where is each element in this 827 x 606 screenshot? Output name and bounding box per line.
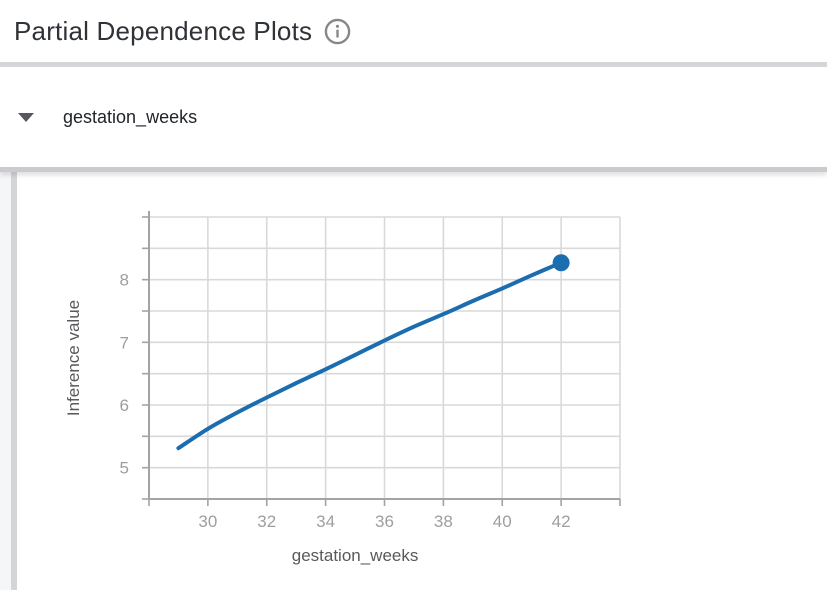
panel-header: Partial Dependence Plots xyxy=(0,0,827,62)
feature-section-header[interactable]: gestation_weeks xyxy=(0,67,827,167)
x-tick-label: 36 xyxy=(375,512,394,531)
y-tick-label: 7 xyxy=(120,333,129,352)
pdp-curve xyxy=(176,260,564,451)
x-axis-title: gestation_weeks xyxy=(292,546,419,565)
scrollbar-thumb[interactable] xyxy=(11,172,17,590)
header-divider xyxy=(0,62,827,67)
pdp-line-chart: 5 6 7 8 30 32 34 36 38 40 42 Inference value gestati… xyxy=(64,211,621,565)
info-icon[interactable] xyxy=(324,18,351,45)
x-tick-label: 32 xyxy=(257,512,276,531)
chart-scroll-area: 5 6 7 8 30 32 34 36 38 40 42 Inference value gestati… xyxy=(0,172,827,590)
x-tick-label: 30 xyxy=(198,512,217,531)
chevron-down-icon[interactable] xyxy=(18,112,34,122)
pdp-chart: 5 6 7 8 30 32 34 36 38 40 42 Inference value gestati… xyxy=(0,172,827,590)
page-title: Partial Dependence Plots xyxy=(14,15,313,46)
x-tick-label: 42 xyxy=(552,512,571,531)
y-tick-label: 6 xyxy=(120,396,129,415)
feature-name-label: gestation_weeks xyxy=(63,106,198,127)
y-axis-title: Inference value xyxy=(64,300,83,416)
section-divider xyxy=(0,167,827,172)
x-tick-label: 38 xyxy=(434,512,453,531)
scrollbar-track xyxy=(0,172,11,590)
x-tick-label: 40 xyxy=(493,512,512,531)
y-tick-label: 8 xyxy=(120,271,129,290)
x-tick-label: 34 xyxy=(316,512,335,531)
y-tick-label: 5 xyxy=(120,459,129,478)
endpoint-marker xyxy=(552,254,570,272)
